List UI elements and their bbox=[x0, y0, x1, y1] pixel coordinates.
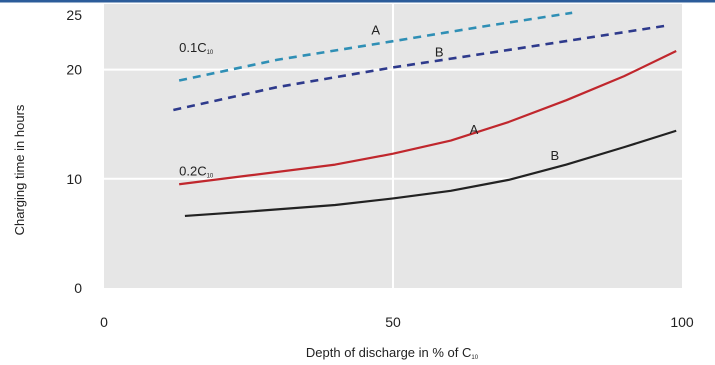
x-tick-label-0: 0 bbox=[100, 314, 108, 330]
group-label-main: 0.2C bbox=[179, 164, 206, 179]
x-axis-title-subscript: 10 bbox=[471, 355, 478, 361]
group-label-subscript: 10 bbox=[207, 50, 214, 56]
y-tick-label-0: 0 bbox=[74, 280, 82, 296]
series-line-s01B bbox=[173, 24, 665, 112]
grid bbox=[104, 4, 682, 288]
curve-label-lblB1: B bbox=[435, 44, 444, 59]
curve-label-lblB2: B bbox=[551, 148, 560, 163]
series-line-s02B bbox=[184, 129, 677, 218]
y-tick-label-25: 25 bbox=[66, 7, 82, 23]
y-axis-title: Charging time in hours bbox=[12, 104, 27, 235]
group-label-subscript: 10 bbox=[207, 174, 214, 180]
x-tick-label-50: 50 bbox=[385, 314, 401, 330]
x-tick-label-100: 100 bbox=[670, 314, 694, 330]
group-label-g01: 0.1C10 bbox=[179, 40, 214, 56]
series-line-s02A bbox=[179, 50, 677, 186]
tick-labels: 0 10 20 25 0 50 100 bbox=[66, 7, 693, 330]
series-line-s01A bbox=[178, 11, 573, 82]
series-group bbox=[173, 11, 677, 218]
y-tick-label-10: 10 bbox=[66, 171, 82, 187]
y-tick-label-20: 20 bbox=[66, 62, 82, 78]
x-axis-title-main: Depth of discharge in % of C bbox=[306, 345, 471, 360]
group-label-g02: 0.2C10 bbox=[179, 164, 214, 180]
curve-label-lblA1: A bbox=[371, 23, 380, 38]
group-label-main: 0.1C bbox=[179, 40, 206, 55]
curve-label-lblA2: A bbox=[470, 122, 479, 137]
x-axis-title: Depth of discharge in % of C10 bbox=[306, 345, 479, 361]
